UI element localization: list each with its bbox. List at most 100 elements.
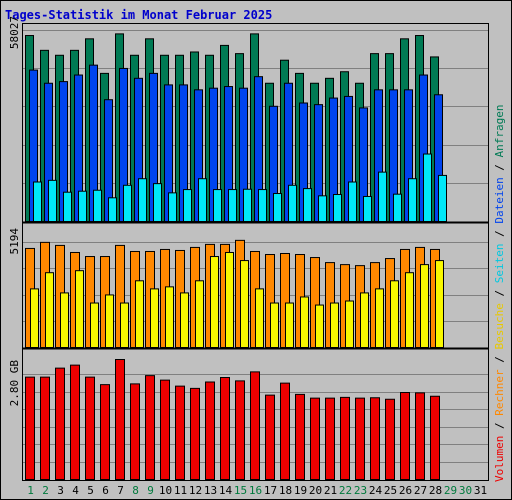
bar-volumen-day-11 [175, 385, 185, 480]
y-max-label-visits: 5194 [8, 228, 21, 255]
bar-volumen-day-24 [370, 397, 380, 480]
bar-besuche-day-25 [390, 280, 399, 349]
bar-besuche-day-28 [435, 260, 444, 349]
bar-volumen-day-21 [325, 397, 335, 480]
chart-title: Tages-Statistik im Monat Februar 2025 [5, 8, 273, 22]
bar-besuche-day-13 [210, 256, 219, 349]
bar-besuche-day-8 [135, 280, 144, 349]
bar-besuche-day-20 [315, 304, 324, 349]
bar-seiten-day-22 [348, 181, 357, 222]
x-tick-day-4: 4 [72, 484, 79, 497]
x-tick-day-8: 8 [132, 484, 139, 497]
x-tick-day-19: 19 [294, 484, 307, 497]
bar-seiten-day-9 [153, 183, 162, 222]
bar-volumen-day-14 [220, 377, 230, 480]
bar-besuche-day-3 [60, 292, 69, 348]
bar-seiten-day-1 [33, 181, 42, 222]
bar-seiten-day-2 [48, 179, 57, 222]
x-tick-day-2: 2 [42, 484, 49, 497]
bar-seiten-day-28 [438, 174, 447, 222]
x-tick-day-16: 16 [249, 484, 262, 497]
x-tick-day-14: 14 [219, 484, 233, 497]
bar-seiten-day-16 [258, 189, 267, 223]
bar-seiten-day-13 [213, 189, 222, 223]
legend-item: Dateien [493, 177, 506, 224]
bar-besuche-day-16 [255, 288, 264, 348]
legend-item: / [493, 289, 506, 297]
bar-besuche-day-10 [165, 286, 174, 348]
bar-besuche-day-5 [90, 302, 99, 348]
legend-item: / [493, 356, 506, 363]
bar-volumen-day-16 [250, 371, 260, 480]
bar-volumen-day-8 [130, 383, 140, 480]
legend-item: / [493, 422, 506, 430]
bar-volumen-day-5 [85, 376, 95, 480]
bar-volumen-day-23 [355, 397, 365, 480]
bar-besuche-day-19 [300, 296, 309, 348]
bar-seiten-day-5 [93, 189, 102, 222]
bar-volumen-day-9 [145, 375, 155, 480]
bar-seiten-day-26 [408, 178, 417, 223]
bar-seiten-day-24 [378, 171, 387, 222]
x-tick-day-26: 26 [399, 484, 412, 497]
bar-seiten-day-11 [183, 189, 192, 223]
x-tick-day-5: 5 [87, 484, 94, 497]
bar-volumen-day-15 [235, 380, 245, 480]
bar-volumen-day-7 [115, 359, 125, 480]
x-tick-day-11: 11 [174, 484, 187, 497]
bar-besuche-day-12 [195, 280, 204, 349]
bar-besuche-day-24 [375, 288, 384, 348]
bar-besuche-day-2 [45, 272, 54, 348]
x-tick-day-12: 12 [189, 484, 202, 497]
legend: Volumen / Rechner / Besuche / Seiten / D… [492, 104, 508, 482]
legend-item: Volumen [493, 435, 506, 482]
bar-volumen-day-26 [400, 392, 410, 480]
x-tick-day-29: 29 [444, 484, 457, 497]
legend-item: Anfragen [493, 104, 506, 158]
bar-seiten-day-14 [228, 189, 237, 223]
bar-besuche-day-21 [330, 302, 339, 348]
x-tick-day-6: 6 [102, 484, 109, 497]
bar-volumen-day-2 [40, 376, 50, 480]
bar-volumen-day-17 [265, 394, 275, 480]
x-tick-day-3: 3 [57, 484, 64, 497]
bar-seiten-day-25 [393, 193, 402, 223]
bar-besuche-day-22 [345, 300, 354, 348]
bar-seiten-day-18 [288, 184, 297, 223]
bar-volumen-day-18 [280, 382, 290, 480]
x-tick-day-27: 27 [414, 484, 427, 497]
bar-seiten-day-27 [423, 153, 432, 223]
bar-seiten-day-17 [273, 193, 282, 223]
x-tick-day-28: 28 [429, 484, 442, 497]
legend-text: Volumen / Rechner / Besuche / Seiten / D… [492, 104, 507, 482]
bar-besuche-day-23 [360, 292, 369, 348]
bar-seiten-day-3 [63, 191, 72, 222]
bar-volumen-day-22 [340, 396, 350, 480]
bar-volumen-day-3 [55, 367, 65, 480]
x-tick-day-7: 7 [117, 484, 124, 497]
plot-frame [22, 23, 489, 481]
legend-item: Seiten [493, 243, 506, 284]
bar-seiten-day-15 [243, 188, 252, 222]
x-tick-day-15: 15 [234, 484, 247, 497]
x-tick-day-24: 24 [369, 484, 383, 497]
x-tick-day-1: 1 [27, 484, 34, 497]
bar-volumen-day-28 [430, 395, 440, 480]
bar-besuche-day-7 [120, 302, 129, 348]
y-max-label-volume: 2.80 GB [8, 360, 21, 407]
bar-seiten-day-4 [78, 190, 87, 222]
x-tick-day-13: 13 [204, 484, 217, 497]
x-tick-day-20: 20 [309, 484, 322, 497]
bar-besuche-day-26 [405, 272, 414, 348]
legend-item: / [493, 164, 506, 171]
x-tick-day-18: 18 [279, 484, 292, 497]
x-tick-day-9: 9 [147, 484, 154, 497]
bar-seiten-day-19 [303, 188, 312, 222]
x-tick-day-30: 30 [459, 484, 472, 497]
x-tick-day-10: 10 [159, 484, 172, 497]
x-tick-day-22: 22 [339, 484, 352, 497]
bar-seiten-day-8 [138, 178, 147, 223]
legend-item: / [493, 230, 506, 237]
bar-besuche-day-18 [285, 302, 294, 348]
